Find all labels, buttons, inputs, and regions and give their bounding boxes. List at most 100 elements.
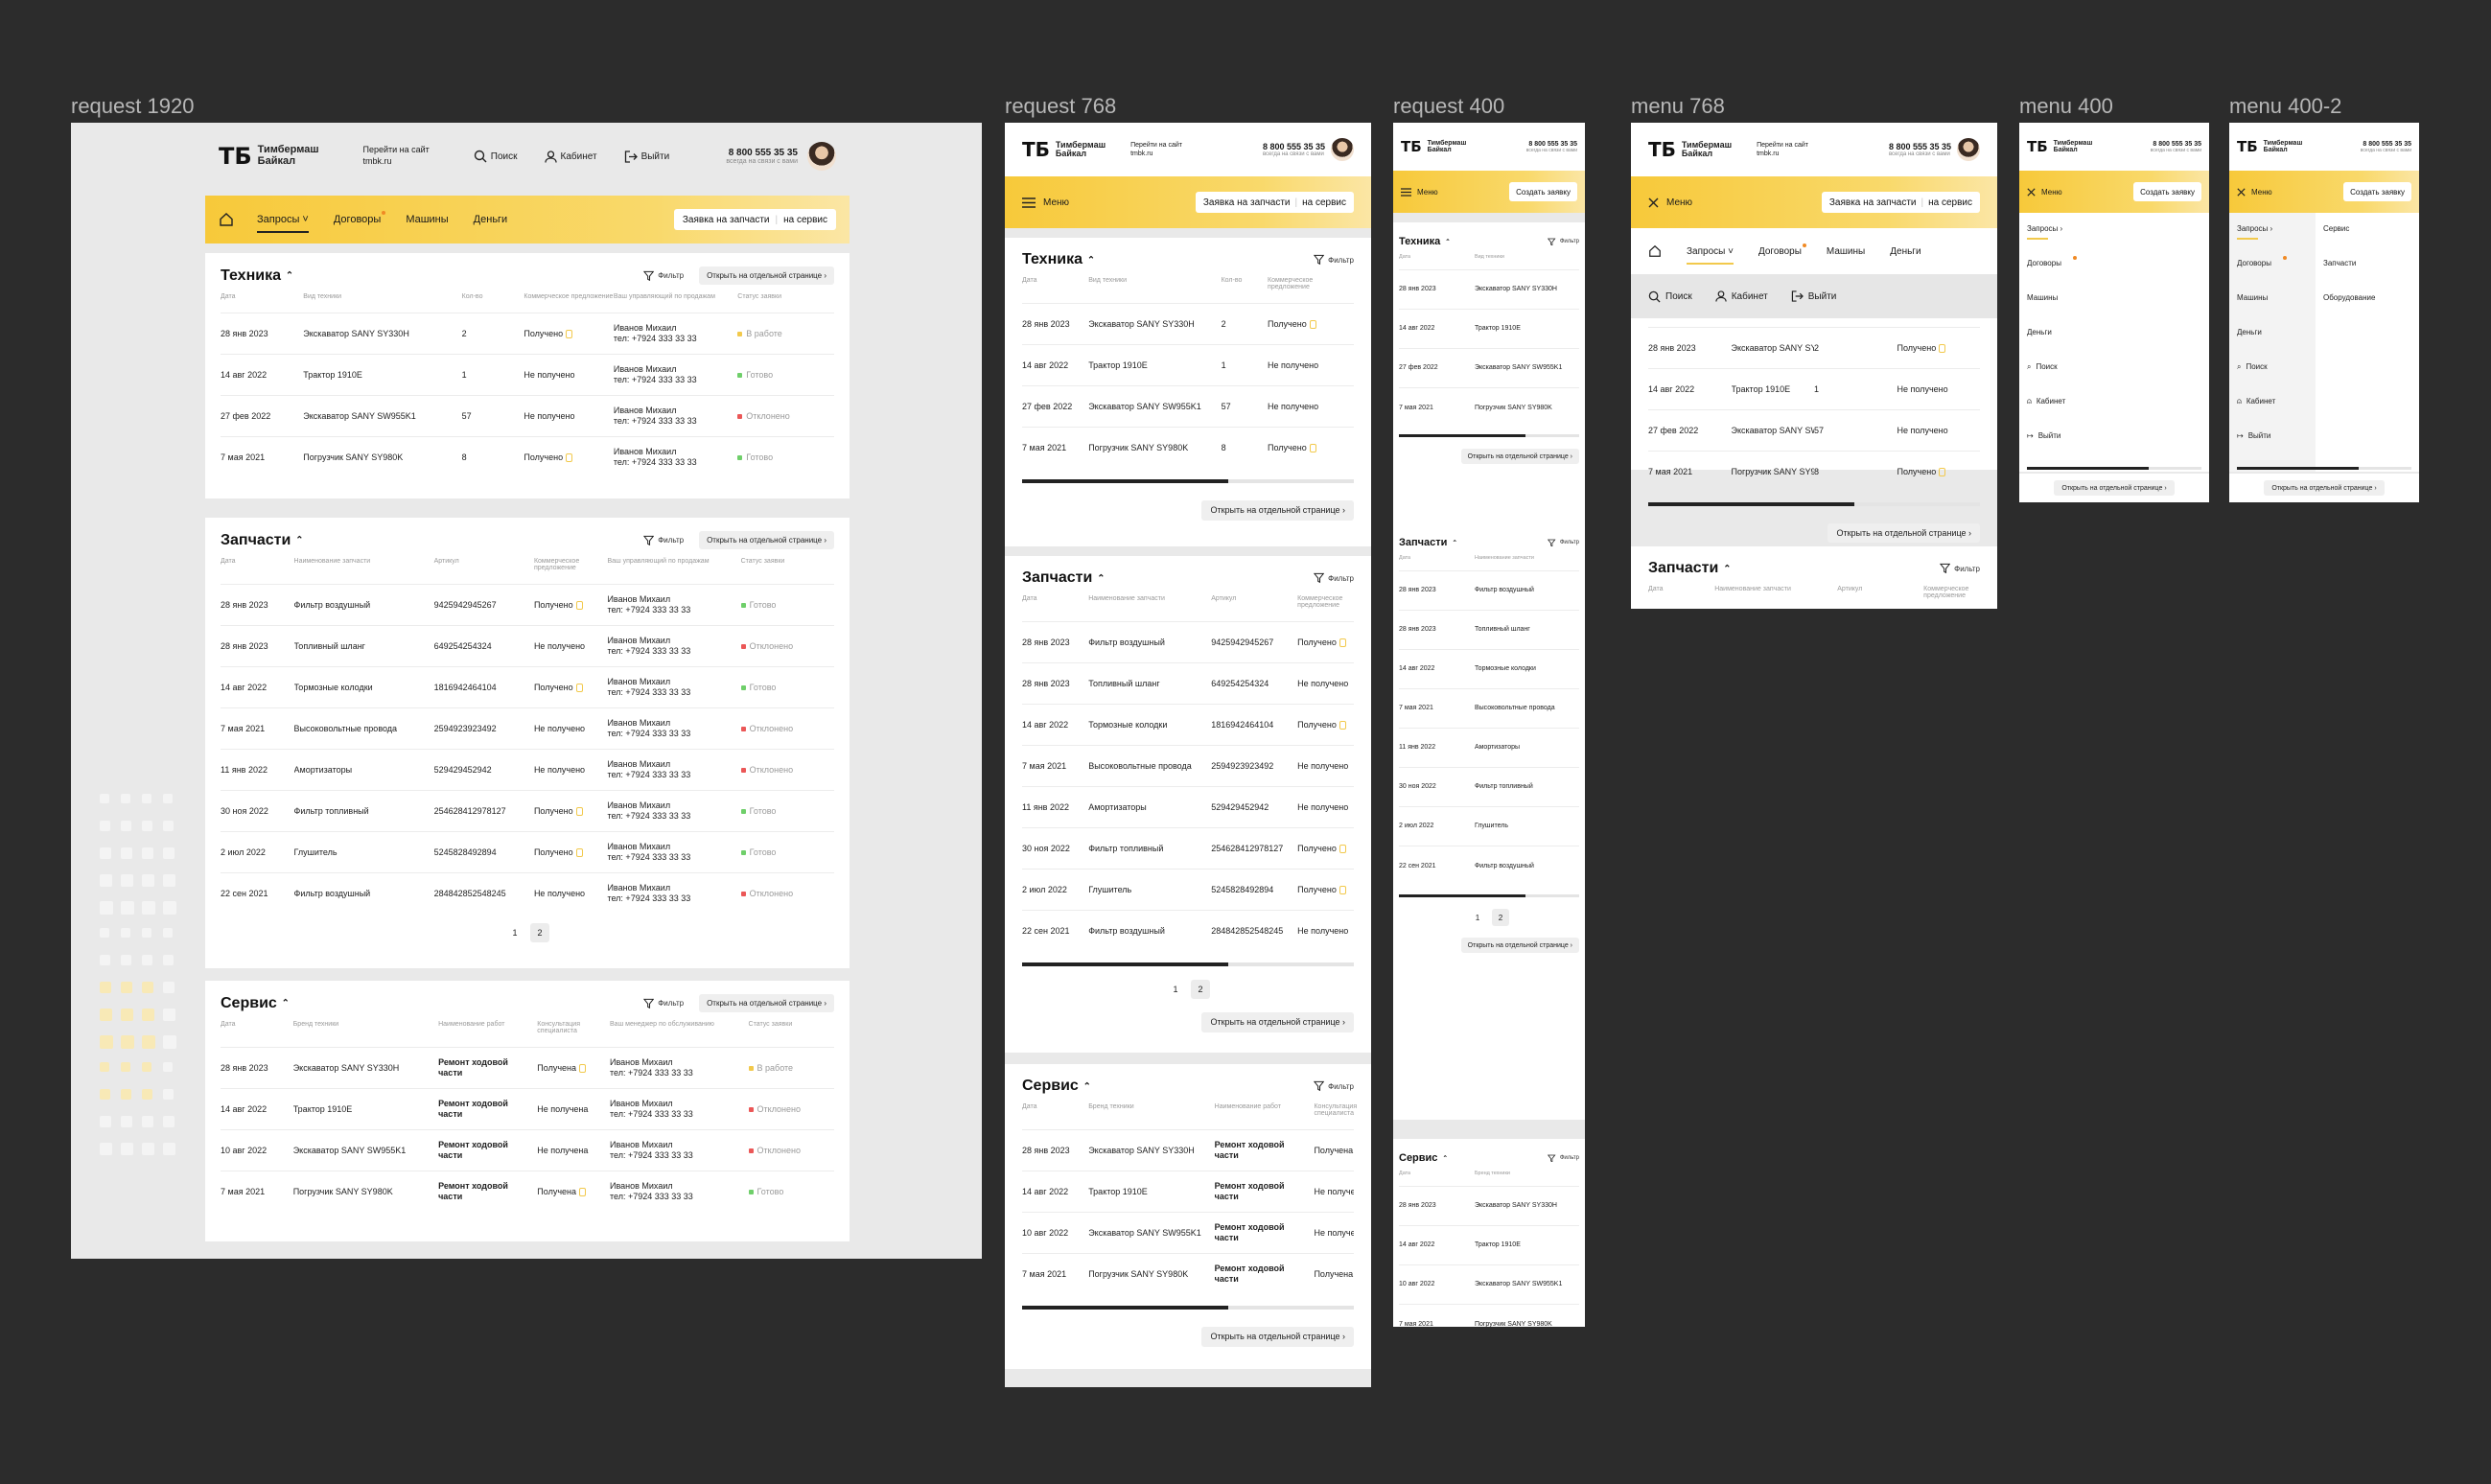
column-header[interactable]: Дата — [1022, 595, 1037, 602]
request-parts-button[interactable]: Заявка на запчасти — [682, 214, 770, 225]
home-icon[interactable] — [1648, 244, 1662, 258]
avatar[interactable] — [1331, 138, 1354, 161]
table-row[interactable]: 2 июл 2022 Глушитель 5245828492894 Получено — [1022, 868, 1354, 911]
column-header[interactable]: Коммерческое предложение — [533, 558, 580, 572]
menu-item-contracts[interactable]: Договоры — [2237, 256, 2308, 293]
open-page-button[interactable]: Открыть на отдельной странице › — [1828, 522, 1980, 544]
section-title[interactable]: Техника ⌃ — [1399, 236, 1451, 247]
menu-button[interactable]: Меню — [1666, 197, 1693, 208]
column-header[interactable]: Консультация специалиста — [1314, 1103, 1358, 1117]
table-row[interactable]: 11 янв 2022 Амортизаторы 529429452942 Не по… — [221, 748, 834, 791]
logout-link[interactable]: Выйти — [1791, 290, 1836, 302]
horizontal-scrollbar[interactable] — [1022, 1306, 1354, 1310]
table-row[interactable]: 28 янв 2023 Фильтр воздушный 9425942945267… — [1022, 620, 1354, 663]
create-request-button[interactable]: Создать заявку — [2343, 182, 2411, 201]
column-header[interactable]: Дата — [1022, 1103, 1037, 1110]
document-icon[interactable] — [579, 1188, 587, 1197]
column-header[interactable]: Дата — [1399, 254, 1411, 260]
column-header[interactable]: Наименование запчасти — [1714, 586, 1791, 592]
filter-button[interactable]: Фильтр — [643, 998, 684, 1009]
site-link[interactable]: Перейти на сайт tmbk.ru — [362, 145, 430, 166]
filter-button[interactable]: Фильтр — [1939, 563, 1980, 574]
page-1-button[interactable]: 1 — [1475, 913, 1480, 922]
column-header[interactable]: Кол-во — [1221, 277, 1243, 284]
open-page-button[interactable]: Открыть на отдельной странице › — [1201, 1012, 1354, 1032]
table-row[interactable]: 14 авг 2022 Тормозные колодки — [1399, 648, 1579, 689]
document-icon[interactable] — [1339, 638, 1347, 647]
document-icon[interactable] — [566, 329, 573, 338]
menu-item-money[interactable]: Деньги — [2027, 328, 2052, 336]
page-2-button[interactable]: 2 — [1191, 980, 1210, 1000]
table-row[interactable]: 28 янв 2023 Экскаватор SANY SY330H Ремонт … — [221, 1046, 834, 1089]
table-row[interactable]: 14 авг 2022 Трактор 1910E 1 Не получено — [1648, 368, 1980, 410]
table-row[interactable]: 28 янв 2023 Фильтр воздушный — [1399, 569, 1579, 611]
nav-item-requests[interactable]: Запросы ˅ — [1687, 246, 1734, 265]
page-2-button[interactable]: 2 — [530, 923, 549, 943]
section-title[interactable]: Запчасти ⌃ — [1648, 560, 1732, 576]
column-header[interactable]: Консультация специалиста — [537, 1021, 580, 1035]
filter-button[interactable]: Фильтр — [1548, 1154, 1579, 1163]
menu-button[interactable]: Меню — [2251, 187, 2272, 197]
menu-item-equipment[interactable]: Оборудование — [2323, 293, 2376, 302]
document-icon[interactable] — [1309, 319, 1316, 329]
phone-number[interactable]: 8 800 555 35 35 — [1528, 140, 1577, 148]
table-row[interactable]: 30 ноя 2022 Фильтр топливный — [1399, 766, 1579, 807]
table-row[interactable]: 28 янв 2023 Топливный шланг 649254254324 Не… — [221, 624, 834, 667]
column-header[interactable]: Ваш менеджер по обслуживанию — [609, 1021, 714, 1029]
logo[interactable]: ТБ Тимбермаш Байкал — [2237, 138, 2303, 155]
section-title[interactable]: Техника ⌃ — [1022, 251, 1096, 267]
open-page-button[interactable]: Открыть на отдельной странице › — [2264, 480, 2385, 496]
horizontal-scrollbar[interactable] — [1648, 501, 1980, 506]
filter-button[interactable]: Фильтр — [1548, 238, 1579, 246]
table-row[interactable]: 2 июл 2022 Глушитель 5245828492894 Получено… — [221, 830, 834, 873]
column-header[interactable]: Артикул — [1837, 586, 1863, 592]
logo[interactable]: ТБ Тимбермаш Байкал — [1648, 138, 1733, 161]
open-page-button[interactable]: Открыть на отдельной странице › — [699, 531, 834, 550]
close-icon[interactable] — [2027, 187, 2036, 197]
table-row[interactable]: 28 янв 2023 Экскаватор SANY SY330H Ремонт … — [1022, 1128, 1354, 1171]
nav-item-requests[interactable]: Запросы ˅ — [257, 214, 309, 233]
table-row[interactable]: 14 авг 2022 Трактор 1910E Ремонт ходовой ч… — [1022, 1170, 1354, 1213]
open-page-button[interactable]: Открыть на отдельной странице › — [1460, 938, 1579, 954]
document-icon[interactable] — [575, 600, 583, 610]
table-row[interactable]: 10 авг 2022 Экскаватор SANY SW955K1 Ремонт… — [221, 1128, 834, 1171]
table-row[interactable]: 28 янв 2023 Экскаватор SANY SY330H — [1399, 1185, 1579, 1226]
menu-item-requests[interactable]: Запросы › — [2237, 224, 2308, 259]
table-row[interactable]: 7 мая 2021 Погрузчик SANY SY980K Ремонт хо… — [221, 1170, 834, 1213]
table-row[interactable]: 7 мая 2021 Высоковольтные провода — [1399, 687, 1579, 729]
table-row[interactable]: 22 сен 2021 Фильтр воздушный 2848428525482… — [1022, 909, 1354, 952]
cabinet-link[interactable]: Кабинет — [544, 150, 597, 163]
filter-button[interactable]: Фильтр — [1548, 539, 1579, 547]
nav-item-contracts[interactable]: Договоры — [1758, 243, 1806, 257]
table-row[interactable]: 7 мая 2021 Высоковольтные провода 25949239… — [221, 707, 834, 750]
table-row[interactable]: 28 янв 2023 Топливный шланг — [1399, 609, 1579, 650]
table-row[interactable]: 7 мая 2021 Высоковольтные провода 25949239… — [1022, 744, 1354, 787]
close-icon[interactable] — [2237, 187, 2246, 197]
open-page-button[interactable]: Открыть на отдельной странице › — [699, 994, 834, 1013]
nav-item-contracts[interactable]: Договоры — [334, 211, 386, 225]
column-header[interactable]: Вид техники — [1474, 254, 1504, 260]
table-row[interactable]: 28 янв 2023 Фильтр воздушный 9425942945267… — [221, 583, 834, 626]
cabinet-link[interactable]: Кабинет — [1715, 290, 1768, 302]
column-header[interactable]: Статус заявки — [748, 1021, 793, 1029]
document-icon[interactable] — [1339, 844, 1347, 853]
search-link[interactable]: Поиск — [474, 150, 518, 163]
document-icon[interactable] — [579, 1063, 587, 1073]
column-header[interactable]: Ваш управляющий по продажам — [607, 558, 710, 566]
document-icon[interactable] — [1309, 443, 1316, 452]
menu-button[interactable]: Меню — [1043, 197, 1070, 208]
table-row[interactable]: 2 июл 2022 Глушитель — [1399, 805, 1579, 846]
column-header[interactable]: Коммерческое предложение — [524, 293, 614, 301]
create-request-button[interactable]: Создать заявку — [2133, 182, 2201, 201]
menu-item-logout[interactable]: ↦ Выйти — [2027, 431, 2201, 460]
column-header[interactable]: Кол-во — [461, 293, 483, 301]
horizontal-scrollbar[interactable] — [1022, 479, 1354, 484]
logo[interactable]: ТБ Тимбермаш Байкал — [2027, 138, 2093, 155]
open-page-button[interactable]: Открыть на отдельной странице › — [1201, 500, 1354, 521]
column-header[interactable]: Коммерческое предложение — [1923, 586, 1969, 599]
section-title[interactable]: Техника ⌃ — [221, 267, 294, 284]
